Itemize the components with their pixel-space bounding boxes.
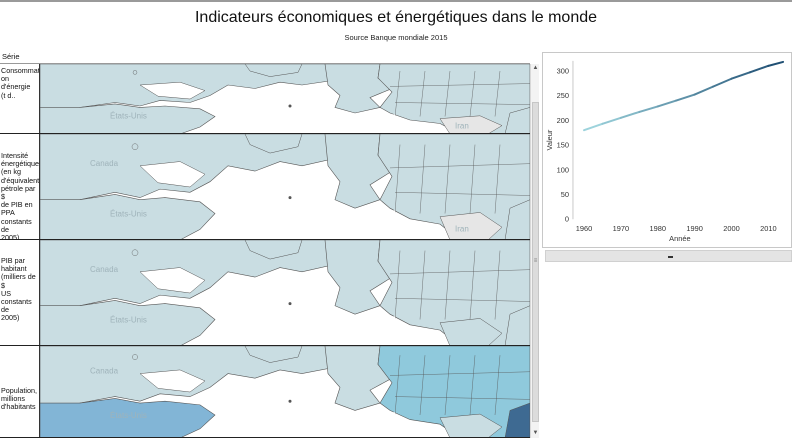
region-east xyxy=(504,199,530,240)
row-label-text: PIB par habitant (milliers de $ US constants… xyxy=(1,256,36,323)
choropleth-map[interactable]: Canada États-Unis Iran xyxy=(40,134,530,240)
row-label-text: Consommati on d'énergie (t d.. xyxy=(1,66,40,100)
region-usa xyxy=(40,103,216,134)
table-row[interactable]: PIB par habitant (milliers de $ US constants… xyxy=(0,240,530,346)
table-row[interactable]: Consommati on d'énergie (t d.. États-Unis Ir… xyxy=(0,64,530,134)
map-label: Canada xyxy=(90,265,119,274)
x-tick-label: 2000 xyxy=(723,224,739,233)
line-segment xyxy=(583,122,604,132)
y-tick-label: 150 xyxy=(557,141,569,150)
region-east xyxy=(504,402,530,438)
region-iran xyxy=(439,413,503,438)
row-label: PIB par habitant (milliers de $ US constants… xyxy=(0,240,40,346)
row-label: Population, millions d'habitants xyxy=(0,346,40,438)
x-tick-label: 1970 xyxy=(613,224,629,233)
y-tick-label: 0 xyxy=(565,215,569,224)
map-label: Iran xyxy=(455,225,469,234)
y-tick-label: 200 xyxy=(557,116,569,125)
y-tick-label: 50 xyxy=(561,190,569,199)
row-divider xyxy=(0,345,530,346)
row-label: Consommati on d'énergie (t d.. xyxy=(0,64,40,134)
region-iran xyxy=(439,318,503,346)
x-tick-label: 1980 xyxy=(650,224,666,233)
region-usa xyxy=(40,398,216,438)
scrollbar-grip-icon xyxy=(668,256,673,258)
x-tick-label: 2010 xyxy=(760,224,776,233)
map-label: Canada xyxy=(90,159,119,168)
map-label: États-Unis xyxy=(110,411,147,420)
x-axis-title: Année xyxy=(669,234,690,243)
region-iran xyxy=(439,115,503,134)
line-segment xyxy=(767,60,785,67)
row-label: Intensité énergétique (en kg d'équivalent pé… xyxy=(0,134,40,240)
top-border xyxy=(0,0,792,2)
row-label-text: Population, millions d'habitants xyxy=(1,386,37,412)
line-chart[interactable]: 0 50 100 150 200 250 300 1960 1970 1980 1990 2000 20… xyxy=(542,52,792,248)
region-usa xyxy=(40,194,216,240)
map-label: États-Unis xyxy=(110,210,147,219)
line-segment xyxy=(601,116,622,125)
line-segment xyxy=(730,71,751,80)
row-divider xyxy=(0,133,530,134)
vertical-scrollbar[interactable]: ▲ ≡ ▼ xyxy=(530,64,539,438)
region-asia xyxy=(377,64,530,134)
y-axis-title: Valeur xyxy=(545,129,554,150)
scrollbar-grip-icon: ≡ xyxy=(533,258,538,264)
table-row[interactable]: Population, millions d'habitants Canada État… xyxy=(0,346,530,438)
dashboard-title: Indicateurs économiques et énergétiques … xyxy=(194,9,598,26)
line-segment xyxy=(675,93,696,102)
region-asia xyxy=(377,240,530,346)
region-iran xyxy=(439,212,503,240)
region-east xyxy=(504,107,530,134)
scroll-down-arrow-icon[interactable]: ▼ xyxy=(532,430,539,436)
region-usa xyxy=(40,300,216,346)
map-label: Iran xyxy=(455,121,469,130)
y-tick-label: 100 xyxy=(557,165,569,174)
map-label: États-Unis xyxy=(110,112,147,121)
row-divider xyxy=(0,239,530,240)
map-label: Canada xyxy=(90,367,119,376)
region-asia xyxy=(377,134,530,240)
line-segment xyxy=(712,77,733,88)
line-segment xyxy=(638,105,659,113)
choropleth-map[interactable]: États-Unis Iran xyxy=(40,64,530,134)
x-tick-label: 1960 xyxy=(576,224,592,233)
choropleth-map[interactable]: Canada États-Unis xyxy=(40,240,530,346)
row-label-text: Intensité énergétique (en kg d'équivalent pé… xyxy=(1,151,40,240)
region-east xyxy=(504,305,530,346)
table-row[interactable]: Intensité énergétique (en kg d'équivalent pé… xyxy=(0,134,530,240)
line-segment xyxy=(748,64,770,74)
horizontal-scrollbar[interactable] xyxy=(545,250,792,262)
line-segment xyxy=(693,85,715,96)
dashboard-subtitle: Source Banque mondiale 2015 xyxy=(344,33,448,42)
map-label: États-Unis xyxy=(110,316,147,325)
y-tick-label: 300 xyxy=(557,66,569,75)
serie-column-header: Série xyxy=(2,52,20,61)
x-tick-label: 1990 xyxy=(686,224,702,233)
scroll-up-arrow-icon[interactable]: ▲ xyxy=(532,65,539,71)
scrollbar-thumb[interactable] xyxy=(532,102,539,422)
header-divider xyxy=(0,63,530,64)
choropleth-map[interactable]: Canada États-Unis xyxy=(40,346,530,438)
line-segment xyxy=(619,110,641,119)
line-chart-svg: 0 50 100 150 200 250 300 1960 1970 1980 1990 2000 20… xyxy=(545,60,785,243)
facet-map-table: Série Consommati on d'énergie (t d.. États-… xyxy=(0,52,540,438)
region-asia xyxy=(377,346,530,438)
line-segment xyxy=(656,99,678,108)
y-tick-label: 250 xyxy=(557,91,569,100)
